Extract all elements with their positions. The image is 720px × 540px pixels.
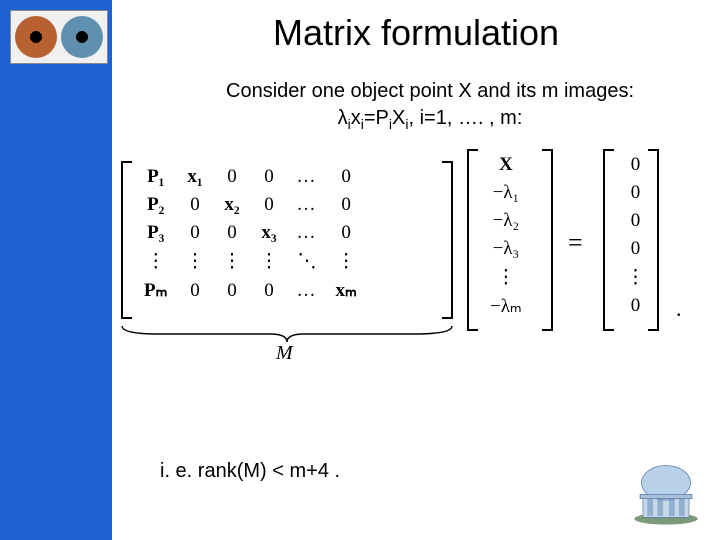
monument-icon (630, 454, 702, 526)
slide-content: Matrix formulation Consider one object p… (112, 0, 720, 540)
sidebar (0, 0, 112, 540)
vector-cell: −λ₁ (482, 180, 530, 206)
right-bracket-icon (440, 160, 454, 320)
matrix-cell: ⋮ (327, 248, 364, 275)
matrix-cell: … (288, 164, 325, 190)
matrix-cell: … (288, 192, 325, 218)
iris-icon (61, 16, 103, 58)
left-bracket-icon (120, 160, 134, 320)
iris-icon (15, 16, 57, 58)
matrix-cell: … (288, 220, 325, 246)
matrix-cell: 0 (251, 164, 286, 190)
matrix-cell: 0 (214, 277, 249, 304)
matrix-cell: x₁ (177, 164, 212, 190)
matrix-cell: xₘ (327, 277, 364, 304)
brace-label-M: M (276, 342, 293, 365)
subtitle-line-2: λixi=PiXi, i=1, …. , m: (338, 107, 523, 129)
right-bracket-icon (646, 148, 660, 332)
matrix-cell: … (288, 277, 325, 304)
matrix-cell: ⋮ (214, 248, 249, 275)
matrix-cell: P₂ (136, 192, 175, 218)
slide-title: Matrix formulation (112, 12, 720, 54)
matrix-cell: 0 (177, 277, 212, 304)
matrix-cell: 0 (251, 192, 286, 218)
matrix-cell: 0 (251, 277, 286, 304)
matrix-cell: 0 (214, 164, 249, 190)
left-bracket-icon (466, 148, 480, 332)
matrix-cell: ⋮ (136, 248, 175, 275)
conclusion-text: i. e. rank(M) < m+4 . (160, 460, 340, 483)
vector-cell: −λ₂ (482, 208, 530, 234)
right-bracket-icon (540, 148, 554, 332)
vector-X: X−λ₁−λ₂−λ₃⋮−λₘ (480, 150, 532, 322)
slide-subtitle: Consider one object point X and its m im… (160, 78, 700, 134)
matrix-cell: ⋮ (251, 248, 286, 275)
equals-sign: = (568, 228, 583, 258)
vector-cell: −λₘ (482, 293, 530, 320)
matrix-cell: 0 (214, 220, 249, 246)
trailing-period: . (676, 296, 682, 322)
matrix-M: P₁x₁00…0P₂0x₂0…0P₃00x₃…0⋮⋮⋮⋮⋱⋮Pₘ000…xₘ (134, 162, 367, 306)
matrix-cell: ⋮ (177, 248, 212, 275)
subtitle-line-1: Consider one object point X and its m im… (226, 80, 634, 102)
matrix-cell: P₃ (136, 220, 175, 246)
vector-cell: X (482, 152, 530, 178)
matrix-cell: Pₘ (136, 277, 175, 304)
left-bracket-icon (602, 148, 616, 332)
vector-cell: −λ₃ (482, 236, 530, 262)
matrix-cell: x₂ (214, 192, 249, 218)
matrix-cell: 0 (327, 164, 364, 190)
matrix-cell: ⋱ (288, 248, 325, 275)
matrix-cell: x₃ (251, 220, 286, 246)
logo-iris-icons (10, 10, 108, 64)
matrix-cell: 0 (327, 220, 364, 246)
equation-area: P₁x₁00…0P₂0x₂0…0P₃00x₃…0⋮⋮⋮⋮⋱⋮Pₘ000…xₘ M… (116, 156, 716, 386)
vector-cell: ⋮ (482, 264, 530, 291)
matrix-cell: 0 (177, 220, 212, 246)
underbrace-icon (120, 324, 454, 344)
matrix-cell: 0 (177, 192, 212, 218)
matrix-cell: 0 (327, 192, 364, 218)
matrix-cell: P₁ (136, 164, 175, 190)
